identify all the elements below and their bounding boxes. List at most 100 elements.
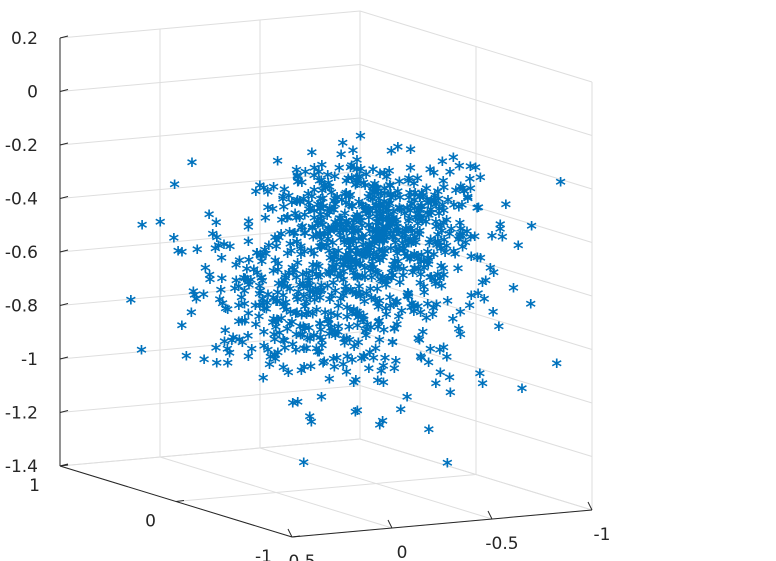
data-point: *: [441, 211, 452, 235]
data-point: *: [292, 168, 303, 192]
data-point: *: [263, 198, 274, 222]
data-point: *: [455, 226, 466, 250]
data-point: *: [386, 269, 397, 293]
data-point: *: [405, 202, 416, 226]
data-point: *: [324, 263, 335, 287]
data-point: *: [234, 296, 245, 320]
data-point: *: [384, 176, 395, 200]
data-point: *: [271, 238, 282, 262]
data-point: *: [377, 211, 388, 235]
data-point: *: [220, 300, 231, 324]
data-point: *: [213, 236, 224, 260]
data-point: *: [317, 156, 328, 180]
data-point: *: [340, 185, 351, 209]
data-point: *: [370, 290, 381, 314]
data-point: *: [243, 218, 254, 242]
data-point: *: [344, 331, 355, 355]
data-point: *: [315, 225, 326, 249]
data-point: *: [373, 318, 384, 342]
data-point: *: [413, 215, 424, 239]
data-point: *: [350, 403, 361, 427]
data-point: *: [243, 212, 254, 236]
data-point: *: [316, 276, 327, 300]
data-point: *: [352, 206, 363, 230]
data-point: *: [267, 200, 278, 224]
data-point: *: [272, 311, 283, 335]
data-point: *: [398, 239, 409, 263]
data-point: *: [292, 191, 303, 215]
data-point: *: [136, 341, 147, 365]
data-point: *: [297, 173, 308, 197]
data-point: *: [339, 330, 350, 354]
data-point: *: [434, 204, 445, 228]
data-point: *: [322, 206, 333, 230]
grid-line: [59, 438, 361, 467]
data-point: *: [315, 289, 326, 313]
z-tick-mark: [59, 249, 69, 253]
data-point: *: [338, 287, 349, 311]
data-point: *: [479, 290, 490, 314]
data-point: *: [409, 174, 420, 198]
data-point: *: [314, 314, 325, 338]
data-point: *: [458, 182, 469, 206]
data-point: *: [345, 242, 356, 266]
data-point: *: [425, 230, 436, 254]
data-point: *: [258, 293, 269, 317]
data-point: *: [299, 340, 310, 364]
data-point: *: [440, 244, 451, 268]
data-point: *: [332, 268, 343, 292]
data-point: *: [346, 197, 357, 221]
data-point: *: [391, 221, 402, 245]
data-point: *: [430, 187, 441, 211]
data-point: *: [392, 223, 403, 247]
axes: [59, 35, 593, 538]
data-point: *: [307, 220, 318, 244]
data-point: *: [393, 221, 404, 245]
data-point: *: [181, 347, 192, 371]
data-point: *: [324, 221, 335, 245]
data-point: *: [365, 189, 376, 213]
data-point: *: [362, 242, 373, 266]
data-point: *: [372, 183, 383, 207]
data-point: *: [555, 173, 566, 197]
data-point: *: [352, 168, 363, 192]
data-point: *: [341, 363, 352, 387]
data-point: *: [458, 179, 469, 203]
data-point: *: [300, 319, 311, 343]
data-point: *: [383, 270, 394, 294]
data-point: *: [369, 244, 380, 268]
data-point: *: [291, 288, 302, 312]
data-point: *: [273, 255, 284, 279]
data-point: *: [280, 269, 291, 293]
data-point: *: [336, 216, 347, 240]
grid-line: [175, 474, 477, 502]
data-point: *: [282, 244, 293, 268]
z-tick-label: -1.2: [5, 404, 38, 424]
data-point: *: [402, 388, 413, 412]
data-point: *: [472, 199, 483, 223]
data-point: *: [287, 335, 298, 359]
data-point: *: [392, 316, 403, 340]
data-point: *: [393, 183, 404, 207]
data-point: *: [271, 232, 282, 256]
data-point: *: [374, 312, 385, 336]
data-point: *: [391, 352, 402, 376]
data-point: *: [350, 267, 361, 291]
data-point: *: [406, 220, 417, 244]
data-point: *: [411, 234, 422, 258]
data-point: *: [351, 171, 362, 195]
data-point: *: [316, 200, 327, 224]
data-point: *: [384, 195, 395, 219]
data-point: *: [403, 212, 414, 236]
data-point: *: [438, 338, 449, 362]
data-point: *: [430, 272, 441, 296]
data-point: *: [233, 277, 244, 301]
data-point: *: [254, 308, 265, 332]
y-tick-label: 0: [145, 512, 156, 532]
data-point: *: [323, 310, 334, 334]
data-point: *: [381, 276, 392, 300]
data-point: *: [382, 219, 393, 243]
data-point: *: [418, 187, 429, 211]
data-point: *: [299, 358, 310, 382]
data-point: *: [309, 291, 320, 315]
